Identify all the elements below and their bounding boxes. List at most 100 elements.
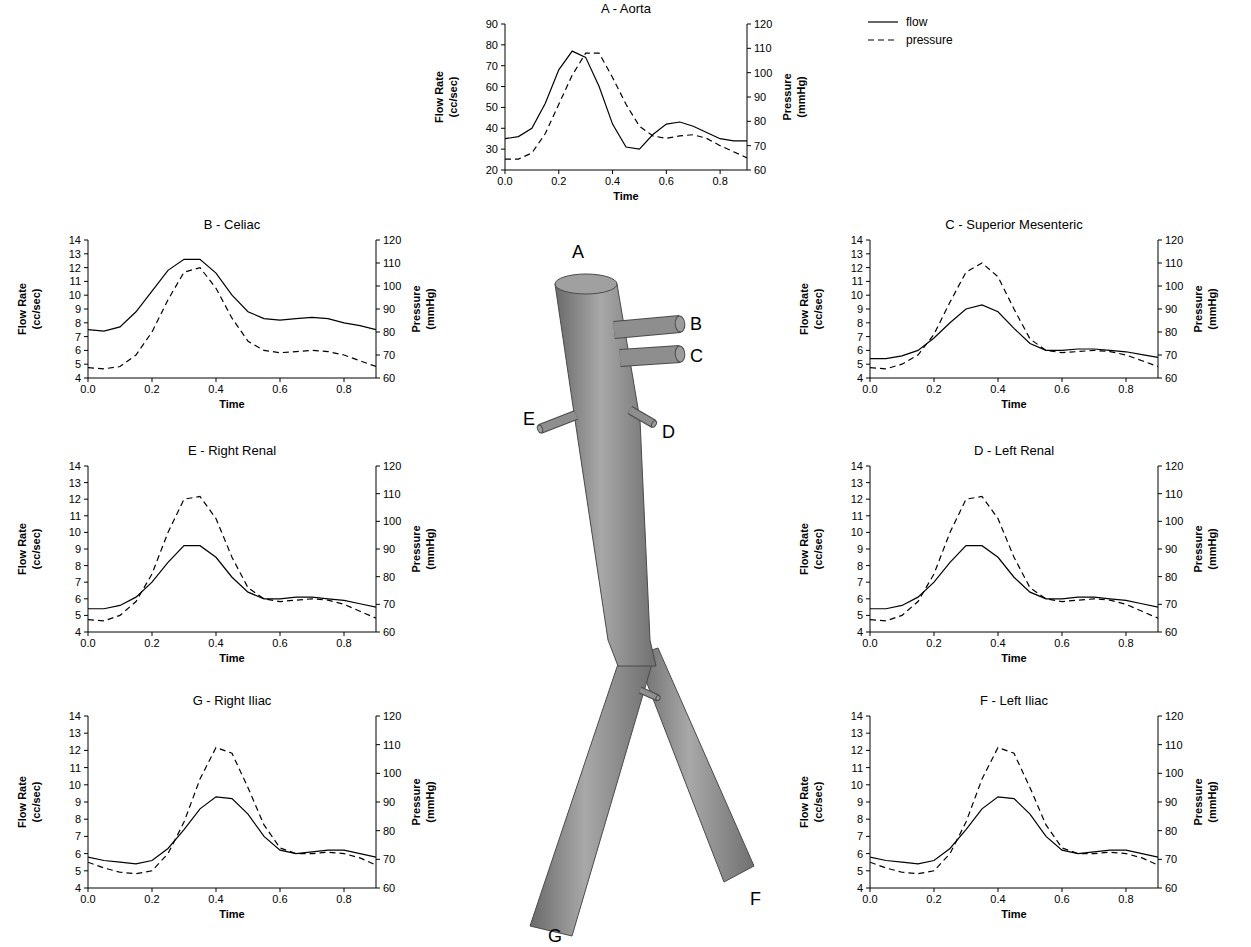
- y-tick-label: 40: [486, 122, 498, 134]
- y-tick: [84, 364, 88, 365]
- x-tick: [998, 888, 999, 892]
- y2-tick-label: 80: [383, 326, 395, 338]
- y-tick-label: 13: [69, 727, 81, 739]
- x-tick: [280, 632, 281, 636]
- y-tick: [501, 170, 505, 171]
- y-tick: [866, 870, 870, 871]
- y2-axis-title: Pressure(mmHg): [410, 778, 436, 825]
- vessel-diagram: [530, 274, 754, 936]
- x-tick-label: 0.4: [990, 893, 1005, 905]
- y-tick: [84, 632, 88, 633]
- plot-area: [505, 51, 747, 159]
- y-tick: [866, 350, 870, 351]
- y-tick: [84, 598, 88, 599]
- y-tick-label: 14: [851, 234, 863, 246]
- y2-tick-label: 80: [1165, 571, 1177, 583]
- panel-title: C - Superior Mesenteric: [945, 217, 1083, 232]
- y-tick: [84, 750, 88, 751]
- y2-tick-label: 60: [383, 882, 395, 894]
- y2-tick: [376, 286, 380, 287]
- y-tick-label: 12: [69, 262, 81, 274]
- y2-tick-label: 60: [1165, 882, 1177, 894]
- y-tick-label: 7: [857, 830, 863, 842]
- y-tick-label: 7: [75, 331, 81, 343]
- vessel: [555, 284, 656, 666]
- y-tick-label: 12: [851, 744, 863, 756]
- panel-title: A - Aorta: [601, 1, 652, 16]
- y-tick: [84, 716, 88, 717]
- x-axis: [88, 888, 376, 889]
- label-line: Pressure: [1192, 285, 1204, 332]
- label-line: Flow Rate: [16, 523, 28, 575]
- y-tick-label: 6: [857, 344, 863, 356]
- y-tick-label: 11: [852, 510, 863, 522]
- x-tick-label: 0.6: [659, 175, 674, 187]
- y2-tick: [747, 48, 751, 49]
- label-line: (mmHg): [1206, 288, 1218, 330]
- y2-tick: [1158, 830, 1162, 831]
- y-tick: [866, 364, 870, 365]
- y-tick: [866, 819, 870, 820]
- x-tick: [344, 378, 345, 382]
- y2-tick-label: 70: [1165, 349, 1177, 361]
- y2-tick: [376, 521, 380, 522]
- y2-tick: [1158, 576, 1162, 577]
- y-tick: [866, 582, 870, 583]
- y-tick-label: 7: [857, 576, 863, 588]
- y-tick: [866, 322, 870, 323]
- x-tick-label: 0.4: [208, 383, 223, 395]
- y2-tick-label: 80: [383, 825, 395, 837]
- y-tick-label: 20: [486, 164, 498, 176]
- y2-tick: [376, 466, 380, 467]
- y-tick-label: 11: [70, 275, 81, 287]
- label-line: Pressure: [781, 73, 793, 120]
- x-tick-label: 0.0: [862, 383, 877, 395]
- x-tick-label: 0.8: [1118, 383, 1133, 395]
- branch-end: [650, 420, 657, 428]
- y-tick: [84, 802, 88, 803]
- branch-end: [655, 695, 661, 701]
- y-tick-label: 13: [69, 477, 81, 489]
- y-tick-label: 6: [75, 593, 81, 605]
- y-tick: [866, 532, 870, 533]
- branch-outline: [540, 415, 576, 429]
- y2-tick-label: 70: [383, 349, 395, 361]
- x-tick-label: 0.0: [80, 383, 95, 395]
- y-tick: [866, 836, 870, 837]
- y2-tick: [1158, 355, 1162, 356]
- y2-tick-label: 70: [383, 853, 395, 865]
- y-tick: [84, 281, 88, 282]
- y2-tick: [1158, 378, 1162, 379]
- y2-tick: [747, 72, 751, 73]
- plot-area: [870, 496, 1158, 621]
- y-axis-title: Flow Rate(cc/sec): [16, 283, 42, 335]
- y2-tick: [376, 240, 380, 241]
- y-tick: [866, 240, 870, 241]
- y-tick-label: 14: [69, 234, 81, 246]
- y-tick: [866, 598, 870, 599]
- y-tick-label: 13: [851, 727, 863, 739]
- x-tick: [152, 888, 153, 892]
- y-tick-label: 6: [857, 593, 863, 605]
- label-line: (mmHg): [424, 528, 436, 570]
- branch: [640, 690, 658, 698]
- y-tick-label: 9: [75, 543, 81, 555]
- label-line: (cc/sec): [447, 76, 459, 117]
- y-tick: [84, 253, 88, 254]
- y2-tick-label: 100: [383, 515, 401, 527]
- x-tick-label: 0.2: [144, 383, 159, 395]
- y2-tick: [376, 604, 380, 605]
- y2-tick-label: 60: [1165, 372, 1177, 384]
- y-axis-title: Flow Rate(cc/sec): [798, 523, 824, 575]
- y2-tick-label: 90: [1165, 543, 1177, 555]
- x-tick: [720, 170, 721, 174]
- y-tick: [866, 767, 870, 768]
- y-tick-label: 14: [69, 710, 81, 722]
- x-tick-label: 0.0: [862, 893, 877, 905]
- y-tick-label: 8: [75, 813, 81, 825]
- x-tick: [216, 378, 217, 382]
- y-tick-label: 11: [70, 762, 81, 774]
- y-tick-label: 5: [75, 865, 81, 877]
- y-tick-label: 7: [75, 830, 81, 842]
- y2-tick-label: 80: [754, 115, 766, 127]
